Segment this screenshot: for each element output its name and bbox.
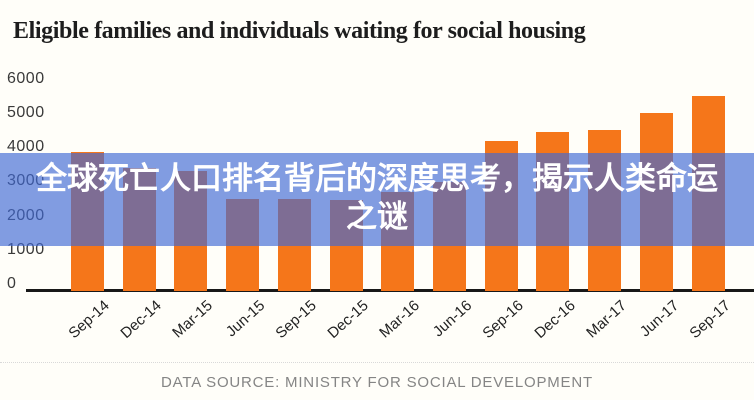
y-tick-label: 0 <box>7 275 17 292</box>
x-tick-label: Mar-17 <box>583 297 631 342</box>
x-tick-label: Dec-15 <box>324 297 372 342</box>
data-source-caption: DATA SOURCE: MINISTRY FOR SOCIAL DEVELOP… <box>161 374 593 391</box>
headline-line-2: 之谜 <box>346 199 408 234</box>
x-tick-label: Dec-14 <box>117 297 165 342</box>
headline-line-1: 全球死亡人口排名背后的深度思考，揭示人类命运 <box>36 161 718 196</box>
x-tick-label: Jun-17 <box>636 297 682 341</box>
y-tick-label: 5000 <box>7 104 45 121</box>
x-tick-label: Sep-17 <box>686 297 734 343</box>
x-tick-label: Sep-16 <box>479 297 527 343</box>
headline-overlay-band: 全球死亡人口排名背后的深度思考，揭示人类命运 之谜 <box>0 153 754 246</box>
caption-divider <box>0 362 754 363</box>
x-tick-label: Dec-16 <box>531 297 579 342</box>
x-tick-label: Mar-15 <box>169 297 217 342</box>
chart-title: Eligible families and individuals waitin… <box>13 18 586 44</box>
x-tick-label: Sep-14 <box>65 297 113 343</box>
y-tick-label: 6000 <box>7 69 45 87</box>
x-tick-label: Jun-15 <box>222 297 269 341</box>
y-tick-label: 4000 <box>7 138 45 156</box>
x-tick-label: Sep-15 <box>272 297 320 343</box>
x-tick-label: Jun-16 <box>429 297 475 341</box>
x-tick-label: Mar-16 <box>376 297 424 342</box>
